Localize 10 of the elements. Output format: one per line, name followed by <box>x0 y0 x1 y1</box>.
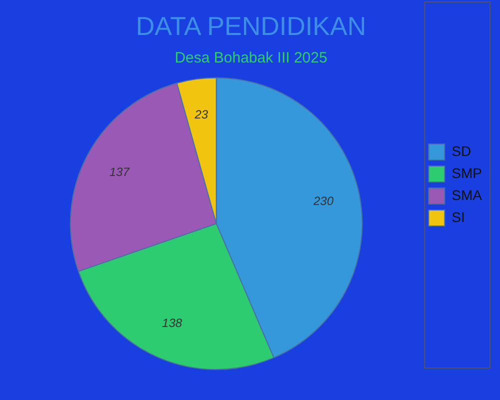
data-label: 138 <box>162 316 182 330</box>
legend-label: SD <box>452 142 472 159</box>
data-label: 137 <box>109 165 131 180</box>
legend-label: SI <box>452 208 465 225</box>
data-label: 23 <box>194 108 208 122</box>
data-label: 230 <box>312 194 334 208</box>
legend-label: SMA <box>452 186 483 203</box>
text: Desa Bohabak III 2025 <box>174 49 328 66</box>
legend-label: SMP <box>452 164 482 181</box>
chart-title: DATA PENDIDIKAN <box>136 10 366 41</box>
